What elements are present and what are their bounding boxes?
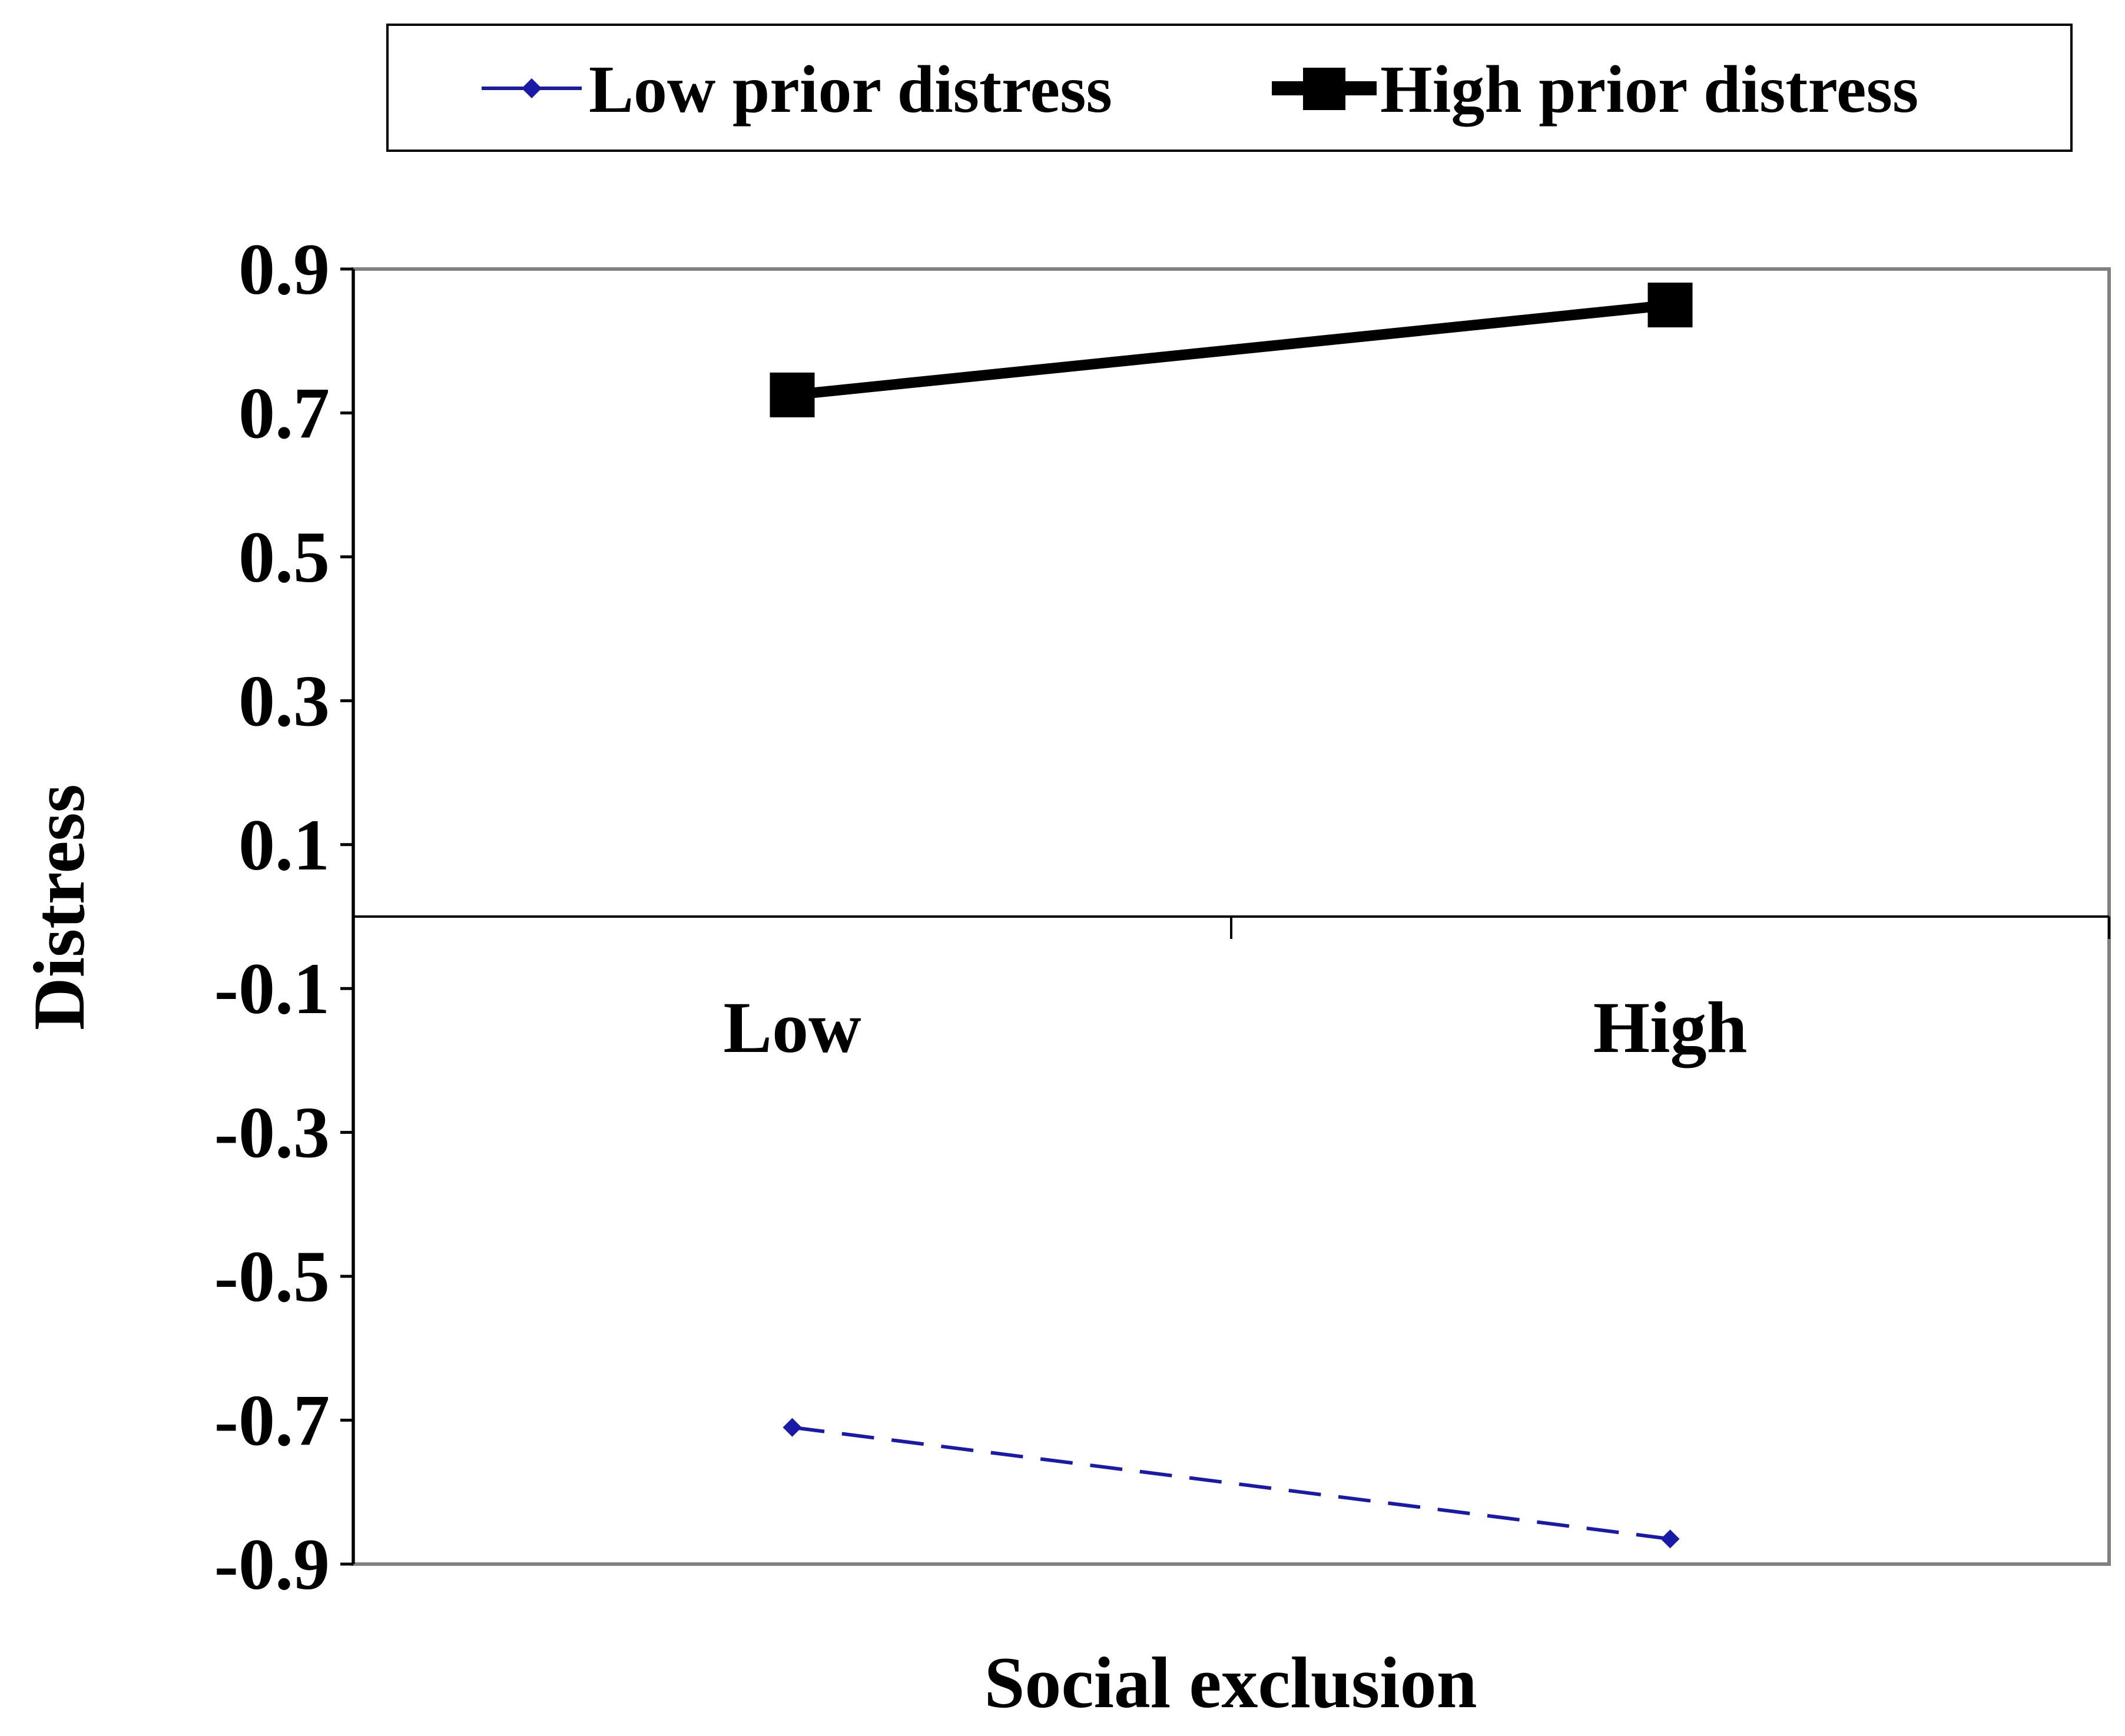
y-tick-label: 0.5 — [238, 517, 330, 598]
legend-label-low: Low prior distress — [589, 52, 1112, 127]
y-tick-label: 0.3 — [238, 660, 330, 741]
series-1 — [770, 283, 1693, 417]
y-tick-label: -0.9 — [214, 1524, 330, 1605]
series-layer — [770, 283, 1693, 1549]
y-tick-label: 0.9 — [238, 229, 330, 310]
series-0 — [783, 1418, 1680, 1549]
y-tick-label: -0.1 — [214, 948, 330, 1029]
data-point-marker — [770, 372, 815, 417]
legend: Low prior distress High prior distress — [386, 24, 2073, 152]
series-line — [792, 1425, 1670, 1541]
legend-label-high: High prior distress — [1380, 52, 1918, 127]
data-point-marker — [1660, 1529, 1680, 1549]
y-tick-label: -0.5 — [214, 1236, 330, 1317]
x-ticks — [352, 917, 2110, 939]
x-axis-title: Social exclusion — [984, 1642, 1477, 1723]
y-axis-title: Distress — [19, 784, 100, 1030]
y-tick-label: -0.3 — [214, 1093, 330, 1173]
legend-marker-low — [522, 78, 542, 98]
legend-box — [386, 24, 2073, 152]
legend-item-high-prior-distress: High prior distress — [1272, 52, 1918, 127]
series-line — [791, 300, 1671, 400]
x-category-label: High — [1593, 987, 1748, 1068]
x-category-label: Low — [723, 987, 861, 1068]
legend-marker-high — [1303, 68, 1345, 110]
y-tick-label: 0.7 — [238, 373, 330, 453]
data-point-marker — [1647, 283, 1693, 328]
y-tick-label: 0.1 — [238, 805, 330, 885]
y-ticks: 0.9 0.7 0.5 0.3 0.1 -0.1 -0.3 -0.5 -0.7 -0.9 — [214, 229, 353, 1605]
legend-item-low-prior-distress: Low prior distress — [482, 52, 1112, 127]
data-point-marker — [783, 1418, 802, 1437]
category-labels: Low High — [723, 987, 1747, 1068]
y-tick-label: -0.7 — [214, 1380, 330, 1461]
